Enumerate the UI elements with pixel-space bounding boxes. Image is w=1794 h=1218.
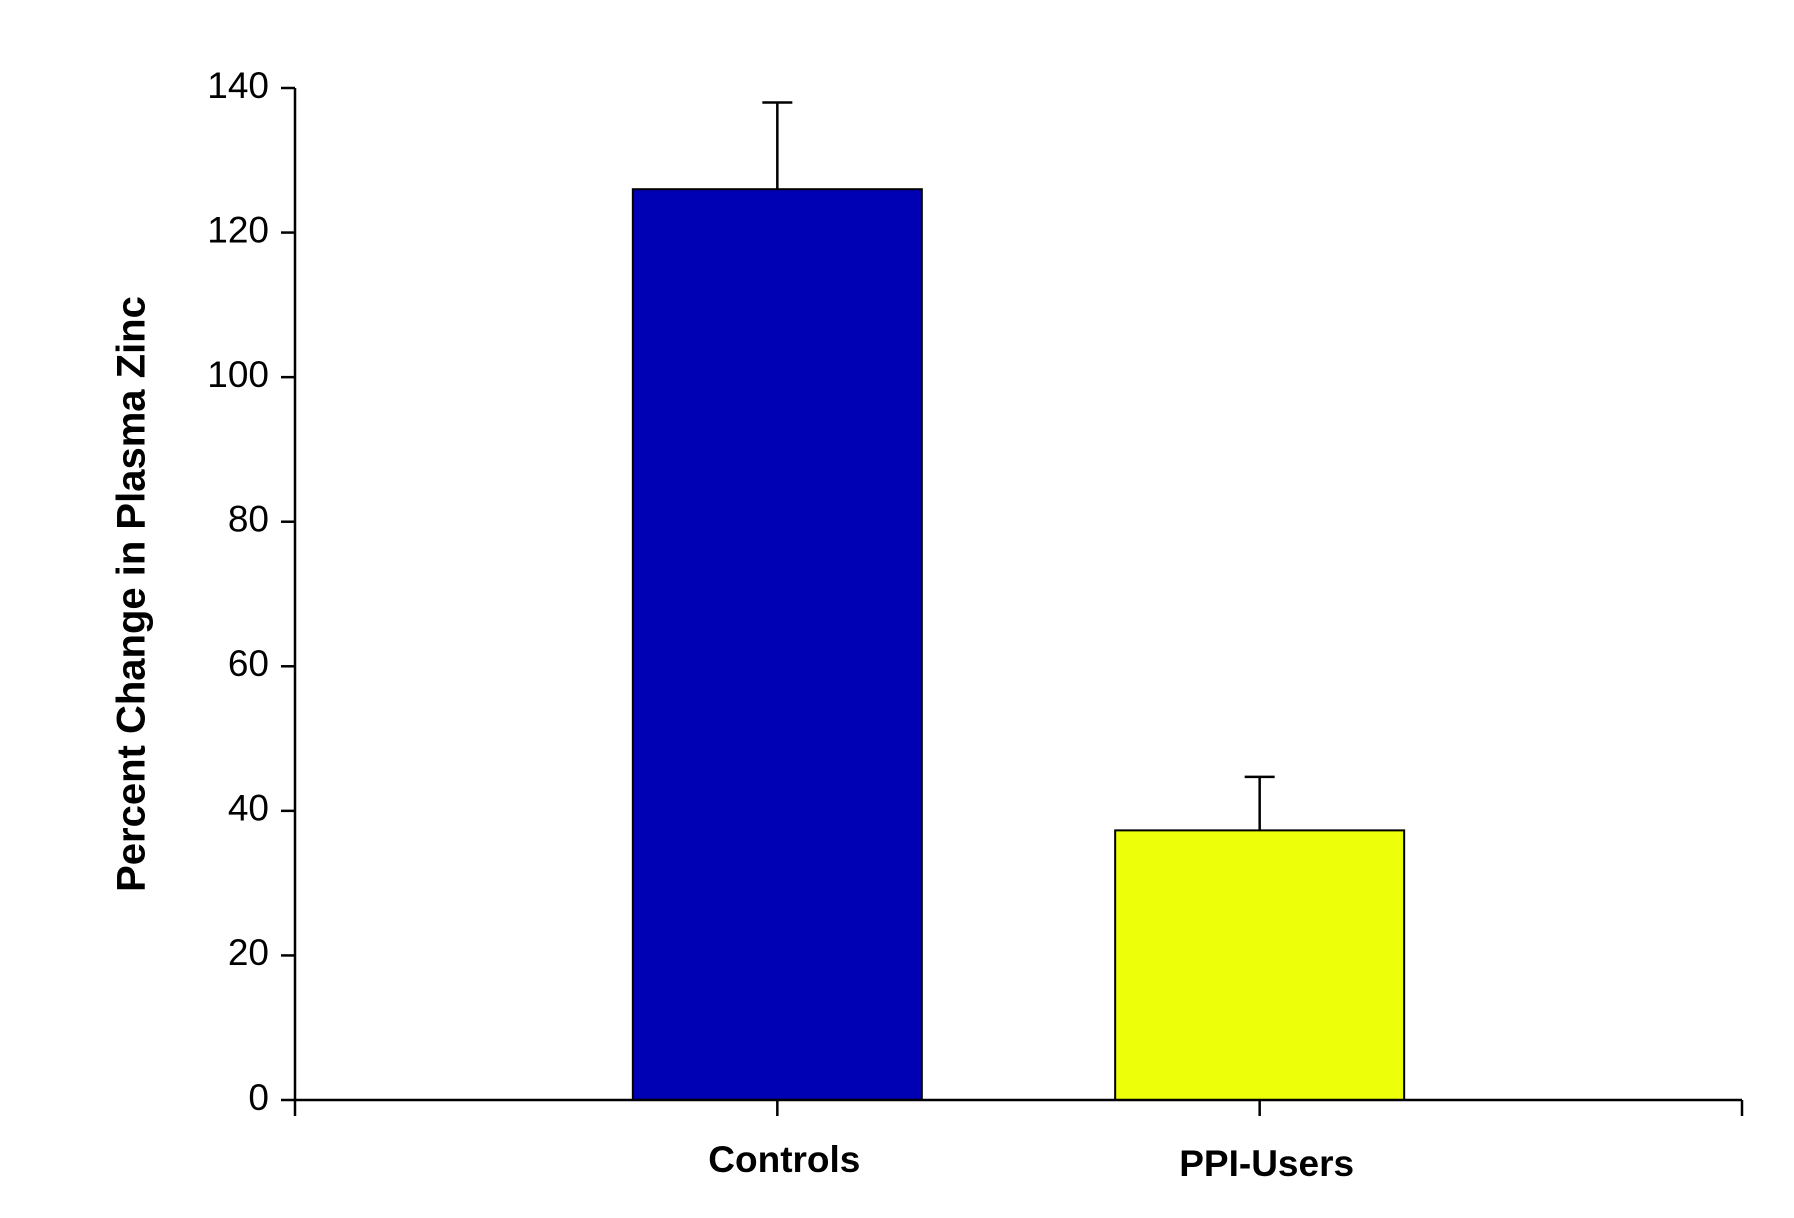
y-tick-label: 20 <box>228 932 269 973</box>
y-tick-label: 140 <box>207 65 269 106</box>
bar <box>631 188 923 1101</box>
y-tick-label: 40 <box>228 788 269 829</box>
x-tick-label: PPI-Users <box>1179 1143 1354 1184</box>
y-tick-label: 120 <box>207 209 269 250</box>
error-bar <box>762 101 793 190</box>
y-tick-label: 80 <box>228 498 269 539</box>
x-tick-label: Controls <box>708 1139 860 1180</box>
y-tick-label: 100 <box>207 354 269 395</box>
y-tick-label: 0 <box>248 1077 269 1118</box>
y-axis-label: Percent Change in Plasma Zinc <box>110 296 154 892</box>
error-bar <box>1244 775 1275 831</box>
bar <box>1114 829 1406 1101</box>
y-tick-label: 60 <box>228 643 269 684</box>
